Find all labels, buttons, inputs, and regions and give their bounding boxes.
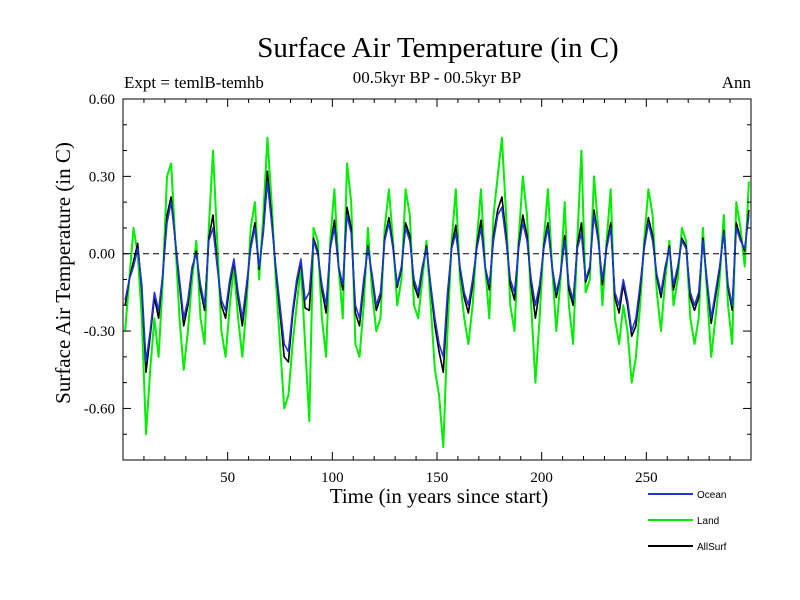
y-tick-label: 0.00 [89,247,115,263]
y-tick-label: 0.60 [89,92,115,108]
legend: Ocean Land AllSurf [648,490,727,553]
y-tick-label: -0.60 [84,401,115,417]
axis-ticks: 50 100 150 200 250 0.60 0.30 0.00 -0.30 -0.60 [84,92,751,486]
chart-title: Surface Air Temperature (in C) [257,32,618,64]
series-line-ocean [124,180,750,363]
x-tick-label: 200 [530,470,553,486]
x-axis-label: Time (in years since start) [330,484,549,508]
y-tick-label: 0.30 [89,169,115,185]
y-tick-label: -0.30 [84,324,115,340]
season-label: Ann [722,73,752,92]
legend-label-land: Land [697,516,719,527]
x-tick-label: 50 [220,470,235,486]
plot-lines [124,136,750,449]
y-axis-label: Surface Air Temperature (in C) [51,142,75,404]
legend-label-ocean: Ocean [697,490,726,501]
chart-subtitle: 00.5kyr BP - 00.5kyr BP [353,68,521,87]
x-tick-label: 100 [321,470,344,486]
experiment-label: Expt = temlB-temhb [124,73,264,92]
series-line-land [124,136,750,449]
x-tick-label: 250 [635,470,658,486]
legend-label-allsurf: AllSurf [697,542,727,553]
x-tick-label: 150 [426,470,449,486]
